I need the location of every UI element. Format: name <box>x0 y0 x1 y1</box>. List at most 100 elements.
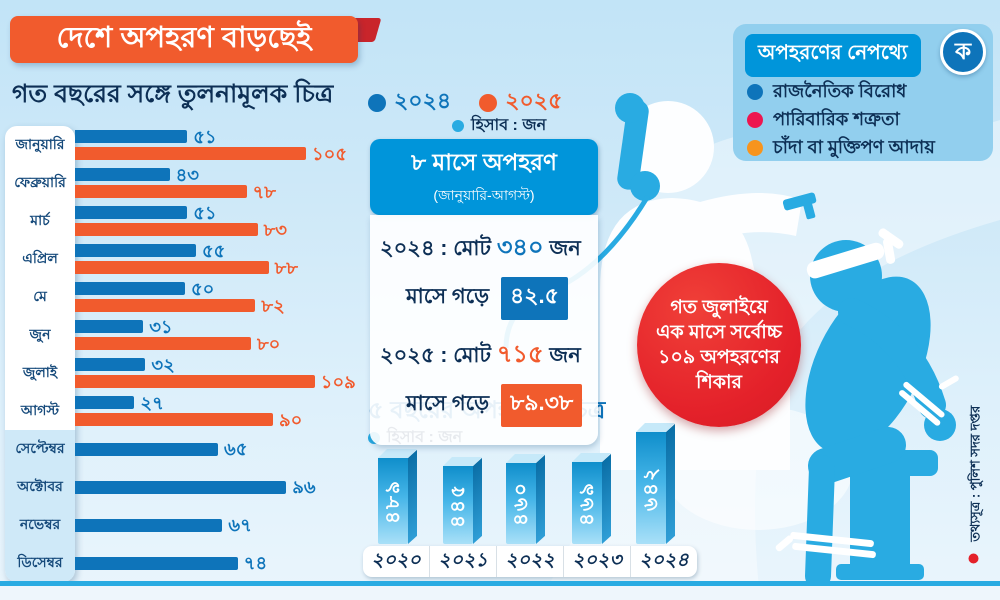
stat-avg-2024-label: মাসে গড়ে <box>406 285 490 308</box>
bar-২০২৫ <box>75 185 247 198</box>
bar-২০২৪ <box>75 442 218 456</box>
source-bullet-icon <box>968 553 979 564</box>
year-bar-value: ৪৬৯ <box>575 480 598 526</box>
month-bars: ৫০ ৮২ <box>75 280 435 316</box>
month-label: এপ্রিল <box>22 250 58 266</box>
bar-২০২৪ <box>75 206 188 219</box>
bar-line: ৯০ <box>75 409 435 430</box>
month-label: ডিসেম্বর <box>17 554 63 570</box>
bar-line: ৩২ <box>75 354 435 375</box>
stat-2025-prefix: ২০২৫ : মোট <box>380 344 491 367</box>
month-bars: ৯৬ <box>75 477 435 497</box>
month-bars: ৪৩ ৭৮ <box>75 164 435 201</box>
year-tick-label: ২০২২ <box>496 546 563 577</box>
unit-note-text: হিসাব : জন <box>471 117 547 134</box>
bar-line: ৮৮ <box>75 257 435 278</box>
stats-box-title: ৮ মাসে অপহরণ <box>411 149 557 175</box>
month-label: নভেম্বর <box>19 516 61 532</box>
bottom-accent-line <box>0 581 1000 586</box>
month-bars: ৩১ ৮০ <box>75 318 435 353</box>
bar-value-label: ৯৬ <box>292 477 316 497</box>
reason-item: পারিবারিক শত্রুতা <box>747 106 985 134</box>
stat-line-2024: ২০২৪ : মোট ৩৪০ জন <box>380 229 588 269</box>
bar-value-label: ৫১ <box>193 126 217 147</box>
phone-receiver-icon <box>615 93 660 201</box>
page-subtitle: গত বছরের সঙ্গে তুলনামূলক চিত্র <box>12 80 334 108</box>
month-row: জানুয়ারি ৫১ ১০৫ <box>5 126 435 164</box>
month-label: অক্টোবর <box>17 478 63 494</box>
bar-value-label: ৮৮ <box>274 257 298 278</box>
pistol-icon <box>782 192 817 220</box>
legend-label-2024: ২০২৪ <box>394 88 452 113</box>
bar-২০২৪ <box>75 396 135 409</box>
bar-value-label: ৫৫ <box>202 240 226 261</box>
year-bar-face: ৪৬৯ <box>572 462 602 544</box>
month-row: ফেব্রুয়ারি ৪৩ ৭৮ <box>5 164 435 202</box>
legend-label-2025: ২০২৫ <box>505 88 563 113</box>
stat-avg-2024: মাসে গড়ে ৪২.৫ <box>406 277 588 320</box>
legend-dot-2025-icon <box>479 93 498 112</box>
month-label: সেপ্টেম্বর <box>15 440 65 456</box>
eight-month-stats-box: ৮ মাসে অপহরণ (জানুয়ারি-আগস্ট) ২০২৪ : মো… <box>370 139 598 445</box>
year-bar-value: ৪৪৫ <box>446 482 469 528</box>
month-label: মে <box>33 288 47 304</box>
bar-value-label: ১০৯ <box>320 371 356 392</box>
month-row: এপ্রিল ৫৫ ৮৮ <box>5 240 435 278</box>
bar-value-label: ৯০ <box>279 409 303 430</box>
bar-line: ১০৫ <box>75 143 435 164</box>
month-row: জুন ৩১ ৮০ <box>5 316 435 354</box>
bar-২০২৫ <box>75 413 273 426</box>
month-label: আগস্ট <box>20 402 60 418</box>
title-banner: দেশে অপহরণ বাড়ছেই <box>10 16 358 63</box>
kidnap-reasons-panel: অপহরণের নেপথ্যে ক রাজনৈতিক বিরোধ পারিবারি… <box>733 24 993 161</box>
bar-line: ৮৩ <box>75 219 435 240</box>
bar-value-label: ৬৫ <box>224 439 248 459</box>
highlight-line: ১০৯ অপহরণের <box>658 347 780 368</box>
year-bar-face: ৪৪৫ <box>443 466 473 544</box>
reason-item: রাজনৈতিক বিরোধ <box>747 78 985 106</box>
month-bars: ৩২ ১০৯ <box>75 354 435 392</box>
month-bars: ৭৪ <box>75 554 435 572</box>
stats-box-body: ২০২৪ : মোট ৩৪০ জন মাসে গড়ে ৪২.৫ ২০২৫ : … <box>370 215 598 445</box>
bar-line: ৫১ <box>75 202 435 223</box>
month-bars: ৬৭ <box>75 516 435 534</box>
highlight-line: শিকার <box>696 372 742 394</box>
bar-value-label: ৪৩ <box>175 164 199 185</box>
bar-line: ৬৭ <box>75 516 435 534</box>
bar-line: ৮২ <box>75 295 435 316</box>
month-bars: ৫৫ ৮৮ <box>75 240 435 278</box>
month-bars: ২৭ ৯০ <box>75 394 435 430</box>
bar-line: ২৭ <box>75 394 435 412</box>
bar-value-label: ১০৫ <box>312 143 348 164</box>
legend-item-2025: ২০২৫ <box>479 84 562 121</box>
year-tick-label: ২০২০ <box>371 549 421 571</box>
bar-২০২৫ <box>75 337 251 350</box>
month-bars: ৫১ ১০৫ <box>75 126 435 164</box>
month-label-panel <box>5 126 75 582</box>
reason-dot-icon <box>747 112 763 128</box>
bar-value-label: ৮২ <box>261 295 285 316</box>
month-row: মে ৫০ ৮২ <box>5 278 435 316</box>
stat-2024-suffix: জন <box>549 237 581 260</box>
month-row: সেপ্টেম্বর ৬৫ <box>5 430 435 468</box>
month-row: মার্চ ৫১ ৮৩ <box>5 202 435 240</box>
bar-২০২৪ <box>75 518 223 532</box>
month-row: আগস্ট ২৭ ৯০ <box>5 392 435 430</box>
bar-line: ৭৪ <box>75 554 435 572</box>
five-year-bar-chart: ৪৮৯ ৪৪৫ ৪৬০ ৪৬৯ ৬৪২ <box>365 423 695 544</box>
wrist-rope <box>899 381 945 426</box>
bar-value-label: ৫১ <box>193 202 217 223</box>
stat-2025-total: ৭১৫ <box>496 341 544 368</box>
reason-dot-icon <box>747 140 763 156</box>
bar-value-label: ৮৩ <box>263 219 287 240</box>
stat-line-2025: ২০২৫ : মোট ৭১৫ জন <box>380 336 588 376</box>
year-bar-value: ৪৬০ <box>509 481 532 526</box>
year-bar-face: ৪৮৯ <box>378 458 408 544</box>
july-highlight-badge: গত জুলাইয়ে এক মাসে সর্বোচ্চ ১০৯ অপহরণের শি… <box>637 263 801 427</box>
newspaper-logo-icon: ক <box>940 29 986 75</box>
month-label: জুন <box>29 326 51 342</box>
year-tick-label: ২০২১ <box>429 546 496 577</box>
bar-value-label: ৩২ <box>151 354 175 375</box>
bar-২০২৪ <box>75 358 146 371</box>
bar-২০২৪ <box>75 168 170 181</box>
